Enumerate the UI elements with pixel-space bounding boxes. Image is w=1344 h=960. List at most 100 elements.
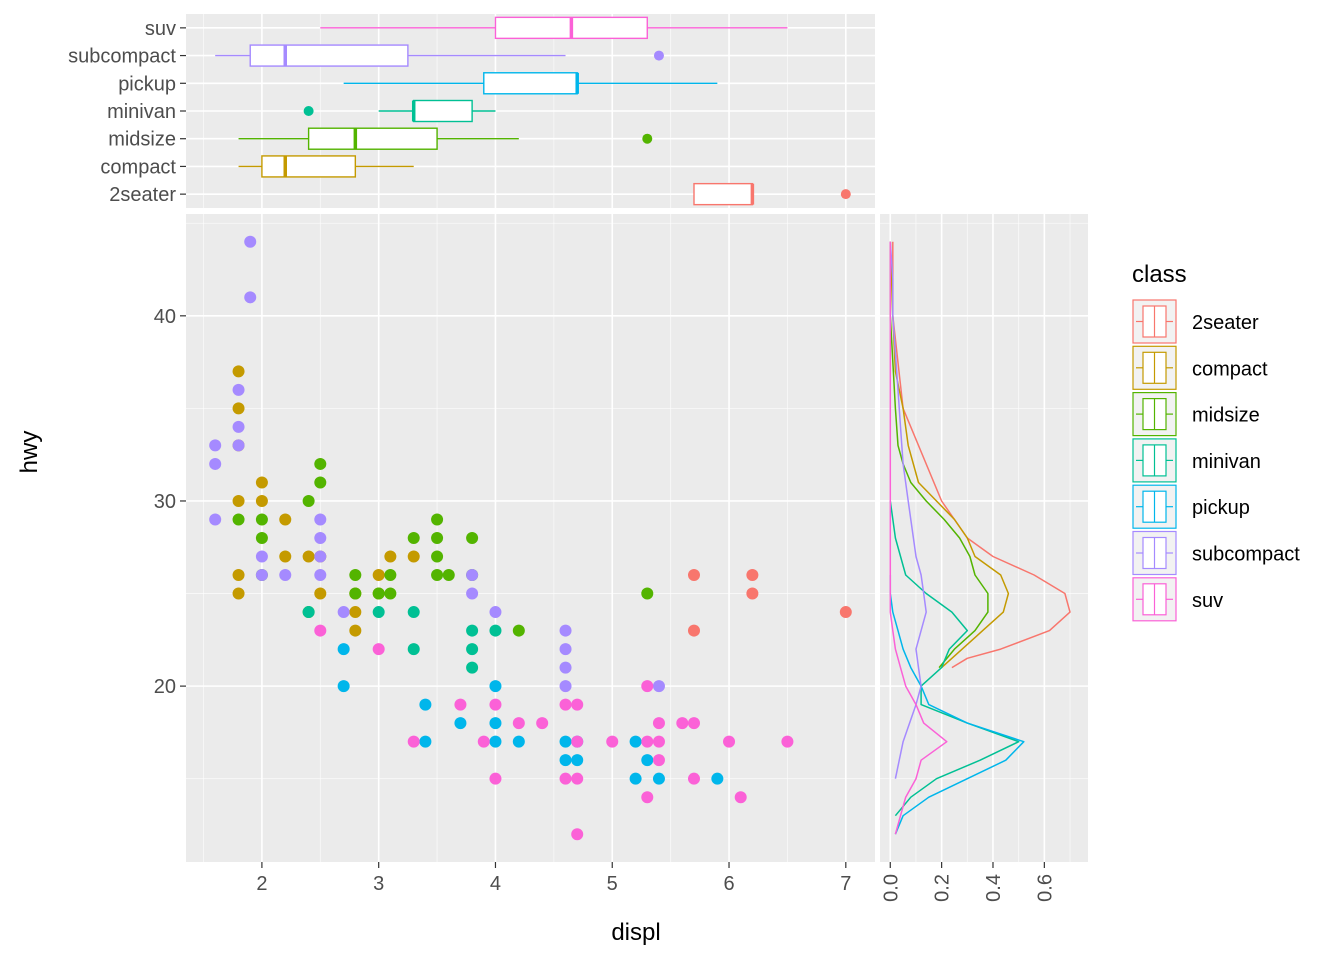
scatter-point-midsize — [512, 624, 525, 637]
scatter-point-suv — [723, 735, 736, 748]
scatter-point-subcompact — [314, 513, 327, 526]
scatter-point-2seater — [746, 569, 759, 582]
legend-item-subcompact: subcompact — [1132, 530, 1300, 576]
scatter-point-midsize — [431, 513, 444, 526]
y-tick-label: 20 — [154, 676, 176, 698]
legend-item-pickup: pickup — [1132, 484, 1250, 529]
scatter-point-midsize — [314, 476, 327, 489]
legend-item-label: midsize — [1192, 405, 1260, 427]
scatter-point-suv — [571, 772, 584, 785]
density-curve-subcompact — [889, 241, 927, 779]
y-tick-label: 30 — [154, 491, 176, 513]
scatter-point-midsize — [349, 569, 362, 582]
scatter-point-midsize — [232, 513, 245, 526]
density-x-tick-label: 0.6 — [1034, 874, 1056, 902]
boxplot-category-label: compact — [100, 156, 176, 178]
scatter-point-suv — [571, 698, 584, 711]
scatter-point-suv — [477, 735, 490, 748]
legend-item-compact: compact — [1132, 345, 1268, 390]
legend: class 2seater compact midsize minivan pickup s… — [1132, 261, 1300, 622]
scatter-point-midsize — [255, 513, 268, 526]
x-tick-label: 6 — [723, 873, 734, 895]
scatter-point-pickup — [652, 772, 665, 785]
scatter-point-minivan — [372, 606, 385, 619]
scatter-point-minivan — [466, 643, 479, 656]
scatter-point-pickup — [337, 680, 350, 693]
scatter-point-suv — [536, 717, 549, 730]
density-panel-background — [880, 214, 1088, 862]
legend-item-minivan: minivan — [1132, 438, 1261, 483]
scatter-point-minivan — [466, 624, 479, 637]
scatter-point-pickup — [489, 735, 502, 748]
scatter-point-suv — [652, 754, 665, 767]
boxplot-outlier — [642, 133, 653, 144]
scatter-point-suv — [372, 643, 385, 656]
scatter-point-compact — [232, 569, 245, 582]
scatter-point-suv — [641, 791, 654, 804]
scatter-point-suv — [407, 735, 420, 748]
boxplot-box — [413, 99, 473, 123]
boxplot-midsize — [238, 127, 653, 150]
scatter-point-suv — [652, 717, 665, 730]
density-curve-compact — [889, 241, 1010, 669]
scatter-point-midsize — [302, 494, 315, 507]
scatter-point-subcompact — [489, 606, 502, 619]
scatter-point-pickup — [711, 772, 724, 785]
scatter-point-compact — [279, 550, 292, 563]
scatter-point-subcompact — [559, 624, 572, 637]
scatter-point-suv — [489, 772, 502, 785]
boxplot-2seater — [693, 182, 851, 206]
scatter-point-subcompact — [244, 235, 257, 248]
scatter-point-subcompact — [337, 606, 350, 619]
scatter-point-compact — [314, 587, 327, 600]
scatter-point-suv — [571, 735, 584, 748]
y-tick-label: 40 — [154, 306, 176, 328]
scatter-point-subcompact — [209, 513, 222, 526]
scatter-point-compact — [255, 476, 268, 489]
legend-item-label: minivan — [1192, 451, 1261, 473]
scatter-point-pickup — [559, 735, 572, 748]
scatter-point-midsize — [384, 587, 397, 600]
scatter-point-suv — [734, 791, 747, 804]
legend-item-label: suv — [1192, 590, 1223, 612]
scatter-point-pickup — [454, 717, 467, 730]
scatter-point-pickup — [419, 698, 432, 711]
scatter-point-suv — [314, 624, 327, 637]
boxplot-box — [249, 44, 409, 67]
scatter-point-pickup — [512, 735, 525, 748]
boxplot-box — [693, 182, 754, 206]
legend-item-midsize: midsize — [1132, 392, 1260, 437]
scatter-point-subcompact — [209, 439, 222, 452]
scatter-point-midsize — [407, 532, 420, 544]
scatter-point-midsize — [384, 569, 397, 582]
legend-item-2seater: 2seater — [1132, 299, 1259, 344]
scatter-point-2seater — [746, 587, 759, 600]
scatter-point-suv — [559, 698, 572, 711]
scatter-point-midsize — [641, 587, 654, 600]
scatter-point-2seater — [687, 569, 700, 582]
boxplot-category-label: pickup — [118, 73, 176, 95]
x-tick-label: 3 — [373, 873, 384, 895]
scatter-point-subcompact — [232, 439, 245, 452]
boxplot-category-label: subcompact — [68, 46, 176, 68]
scatter-point-suv — [512, 717, 525, 730]
scatter-point-suv — [687, 772, 700, 785]
boxplot-box — [483, 72, 578, 95]
scatter-point-minivan — [489, 624, 502, 637]
boxplot-outlier — [840, 189, 851, 200]
boxplot-category-label: suv — [145, 18, 176, 40]
boxplot-panel: 2seater compact midsize minivan pickup subcom… — [68, 14, 875, 208]
scatter-point-suv — [676, 717, 689, 730]
density-curve-pickup — [889, 575, 1025, 835]
scatter-point-pickup — [559, 754, 572, 767]
scatter-point-midsize — [431, 569, 444, 582]
scatter-point-minivan — [302, 606, 315, 619]
scatter-point-compact — [372, 569, 385, 582]
scatter-point-pickup — [571, 754, 584, 767]
scatter-point-compact — [279, 513, 292, 526]
scatter-point-suv — [781, 735, 794, 748]
scatter-point-compact — [349, 624, 362, 637]
scatter-point-pickup — [419, 735, 432, 748]
density-x-tick-label: 0.0 — [880, 874, 902, 902]
scatter-point-minivan — [407, 606, 420, 619]
